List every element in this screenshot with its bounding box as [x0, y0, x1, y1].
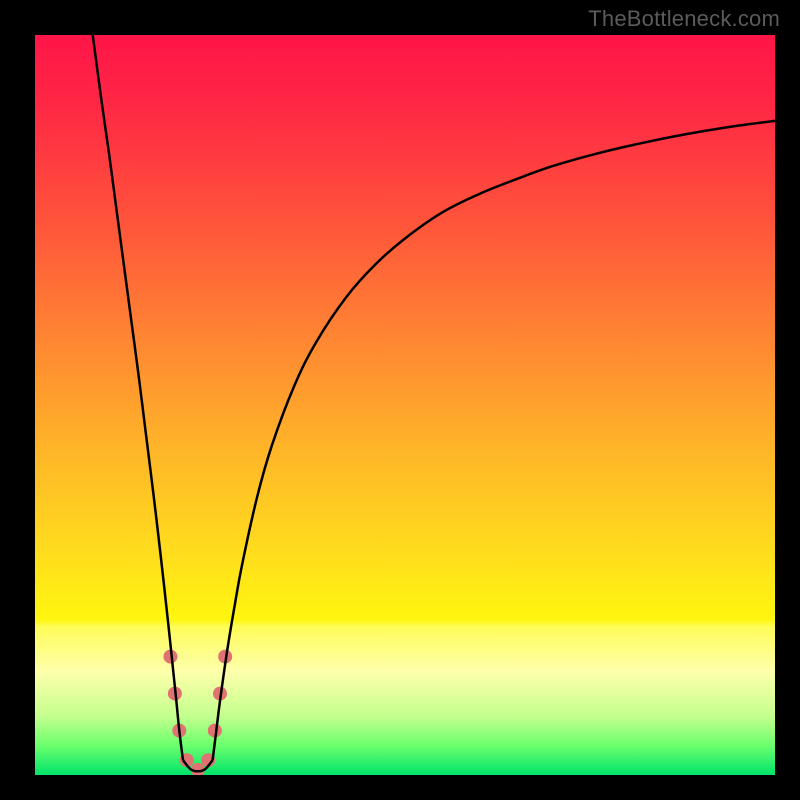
gradient-background — [35, 35, 775, 775]
bottleneck-chart — [35, 35, 775, 775]
watermark-text: TheBottleneck.com — [588, 6, 780, 32]
